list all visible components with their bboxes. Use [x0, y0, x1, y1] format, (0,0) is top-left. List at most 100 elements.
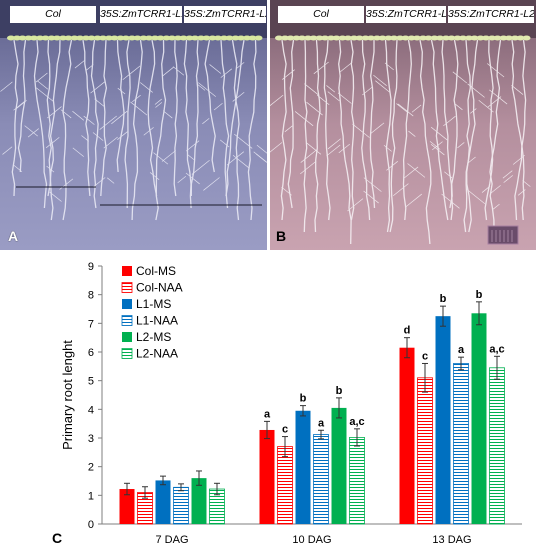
cotyledon — [315, 35, 324, 41]
lateral-root — [13, 101, 25, 111]
lateral-root — [386, 161, 398, 171]
lateral-root — [373, 74, 387, 86]
cotyledon — [82, 35, 90, 41]
lateral-root — [103, 136, 118, 149]
lateral-root — [35, 72, 48, 83]
lateral-root — [522, 180, 531, 187]
lateral-root — [132, 94, 141, 103]
cotyledon — [7, 35, 15, 41]
cotyledon — [327, 35, 335, 41]
lateral-root — [441, 193, 460, 209]
lateral-root — [305, 142, 322, 155]
lateral-root — [47, 106, 62, 119]
lateral-root — [326, 144, 341, 157]
root — [350, 39, 355, 221]
significance-letter: a,c — [349, 416, 364, 428]
bar-col-naa-1 — [277, 446, 293, 525]
panel-b-label-l2: 35S:ZmTCRR1-L2 — [448, 6, 534, 23]
y-tick-label: 5 — [88, 376, 94, 388]
cotyledon — [447, 35, 456, 41]
root — [173, 39, 178, 197]
lateral-root — [404, 166, 419, 179]
significance-letter: b — [476, 289, 483, 301]
lateral-root — [443, 115, 456, 127]
y-axis-label: Primary root lenght — [60, 340, 75, 450]
y-tick-label: 8 — [88, 290, 94, 302]
cotyledon — [419, 35, 427, 41]
lateral-root — [487, 96, 502, 108]
root — [100, 39, 108, 197]
lateral-root — [492, 203, 500, 210]
legend-swatch — [122, 332, 132, 342]
cotyledon — [436, 35, 444, 41]
root — [33, 39, 48, 209]
cotyledon — [59, 35, 67, 41]
root — [46, 39, 54, 221]
lateral-root — [162, 110, 173, 119]
lateral-root — [375, 80, 391, 93]
lateral-root — [511, 85, 524, 95]
x-tick-label: 13 DAG — [432, 534, 471, 546]
cotyledon — [76, 35, 84, 41]
cotyledon — [505, 35, 513, 41]
y-tick-label: 4 — [88, 404, 94, 416]
lateral-root — [466, 189, 486, 205]
lateral-root — [226, 151, 245, 166]
root — [430, 39, 449, 221]
lateral-root — [352, 123, 370, 138]
cotyledon — [286, 35, 295, 41]
cotyledon — [208, 35, 217, 41]
lateral-root — [270, 142, 283, 153]
lateral-root — [46, 165, 55, 173]
cotyledon — [179, 35, 188, 41]
lateral-root — [502, 170, 513, 179]
lateral-root — [411, 104, 422, 113]
lateral-root — [93, 177, 106, 188]
lateral-root — [256, 144, 267, 154]
cotyledon — [309, 35, 318, 41]
legend-label: Col-NAA — [136, 281, 183, 295]
cotyledon — [361, 35, 370, 41]
lateral-root — [408, 130, 416, 137]
cotyledon — [344, 35, 352, 41]
lateral-root — [153, 152, 169, 165]
y-tick-label: 3 — [88, 433, 94, 445]
significance-letter: c — [282, 424, 288, 436]
bar-l2-naa-2 — [489, 367, 505, 525]
bar-col-ms-1 — [259, 429, 275, 524]
cotyledon — [453, 35, 462, 41]
lateral-root — [154, 98, 162, 105]
root — [190, 39, 200, 197]
lateral-root — [300, 160, 317, 175]
cotyledon — [64, 35, 73, 41]
lateral-root — [72, 110, 85, 121]
root — [280, 39, 287, 221]
legend-swatch — [122, 299, 132, 309]
bar-col-naa-2 — [417, 377, 433, 525]
lateral-root — [81, 135, 89, 142]
legend-swatch — [121, 282, 133, 293]
lateral-root — [512, 154, 525, 165]
cotyledon — [304, 35, 312, 41]
bar-l1-naa-0 — [173, 486, 189, 525]
root — [124, 39, 131, 209]
cotyledon — [139, 35, 148, 41]
lateral-root — [45, 137, 60, 149]
panel-c-chart: 0 1 2 3 4 5 6 7 8 9 Primary root lenght 7 DAG 10 DAG… — [0, 252, 536, 550]
cotyledon — [30, 35, 38, 41]
panel-a-photo: Col 35S:ZmTCRR1-L1 35S:ZmTCRR1-L2 A — [0, 0, 267, 250]
cotyledon — [292, 35, 301, 41]
cotyledon — [470, 35, 479, 41]
y-tick-label: 6 — [88, 347, 94, 359]
cotyledon — [488, 35, 496, 41]
cotyledon — [378, 35, 387, 41]
cotyledon — [53, 35, 61, 41]
root — [323, 39, 331, 221]
lateral-root — [198, 82, 216, 97]
lateral-root — [397, 103, 414, 117]
root — [361, 39, 371, 221]
cotyledon — [18, 35, 27, 41]
lateral-root — [455, 104, 463, 111]
cotyledon — [202, 35, 211, 41]
x-tick-label: 7 DAG — [155, 534, 188, 546]
